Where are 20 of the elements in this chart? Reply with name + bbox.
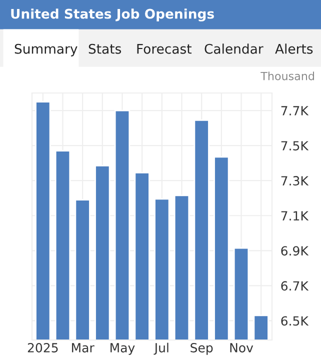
- x-tick-label: Nov: [230, 343, 254, 352]
- y-tick-label: 6.7K: [281, 281, 309, 291]
- chart-title: United States Job Openings: [11, 8, 214, 22]
- x-tick-label: 2025: [28, 343, 58, 352]
- y-tick-label: 6.5K: [281, 316, 309, 326]
- text: Alerts: [275, 44, 313, 54]
- y-tick-label: 7.5K: [281, 141, 309, 150]
- y-axis-title: Thousand: [260, 72, 314, 80]
- text: Stats: [88, 44, 122, 54]
- y-tick-label: 6.9K: [281, 246, 309, 256]
- y-tick-label: 7.7K: [281, 106, 309, 116]
- y-tick-label: 7.3K: [281, 176, 309, 186]
- text: Calendar: [204, 44, 264, 54]
- x-tick-label: Mar: [72, 343, 94, 352]
- text: Summary: [14, 44, 78, 56]
- x-tick-label: May: [110, 343, 135, 355]
- x-tick-label: Sep: [190, 343, 213, 355]
- y-tick-label: 7.1K: [281, 211, 309, 220]
- text: Forecast: [137, 44, 192, 54]
- x-tick-label: Jul: [154, 342, 168, 355]
